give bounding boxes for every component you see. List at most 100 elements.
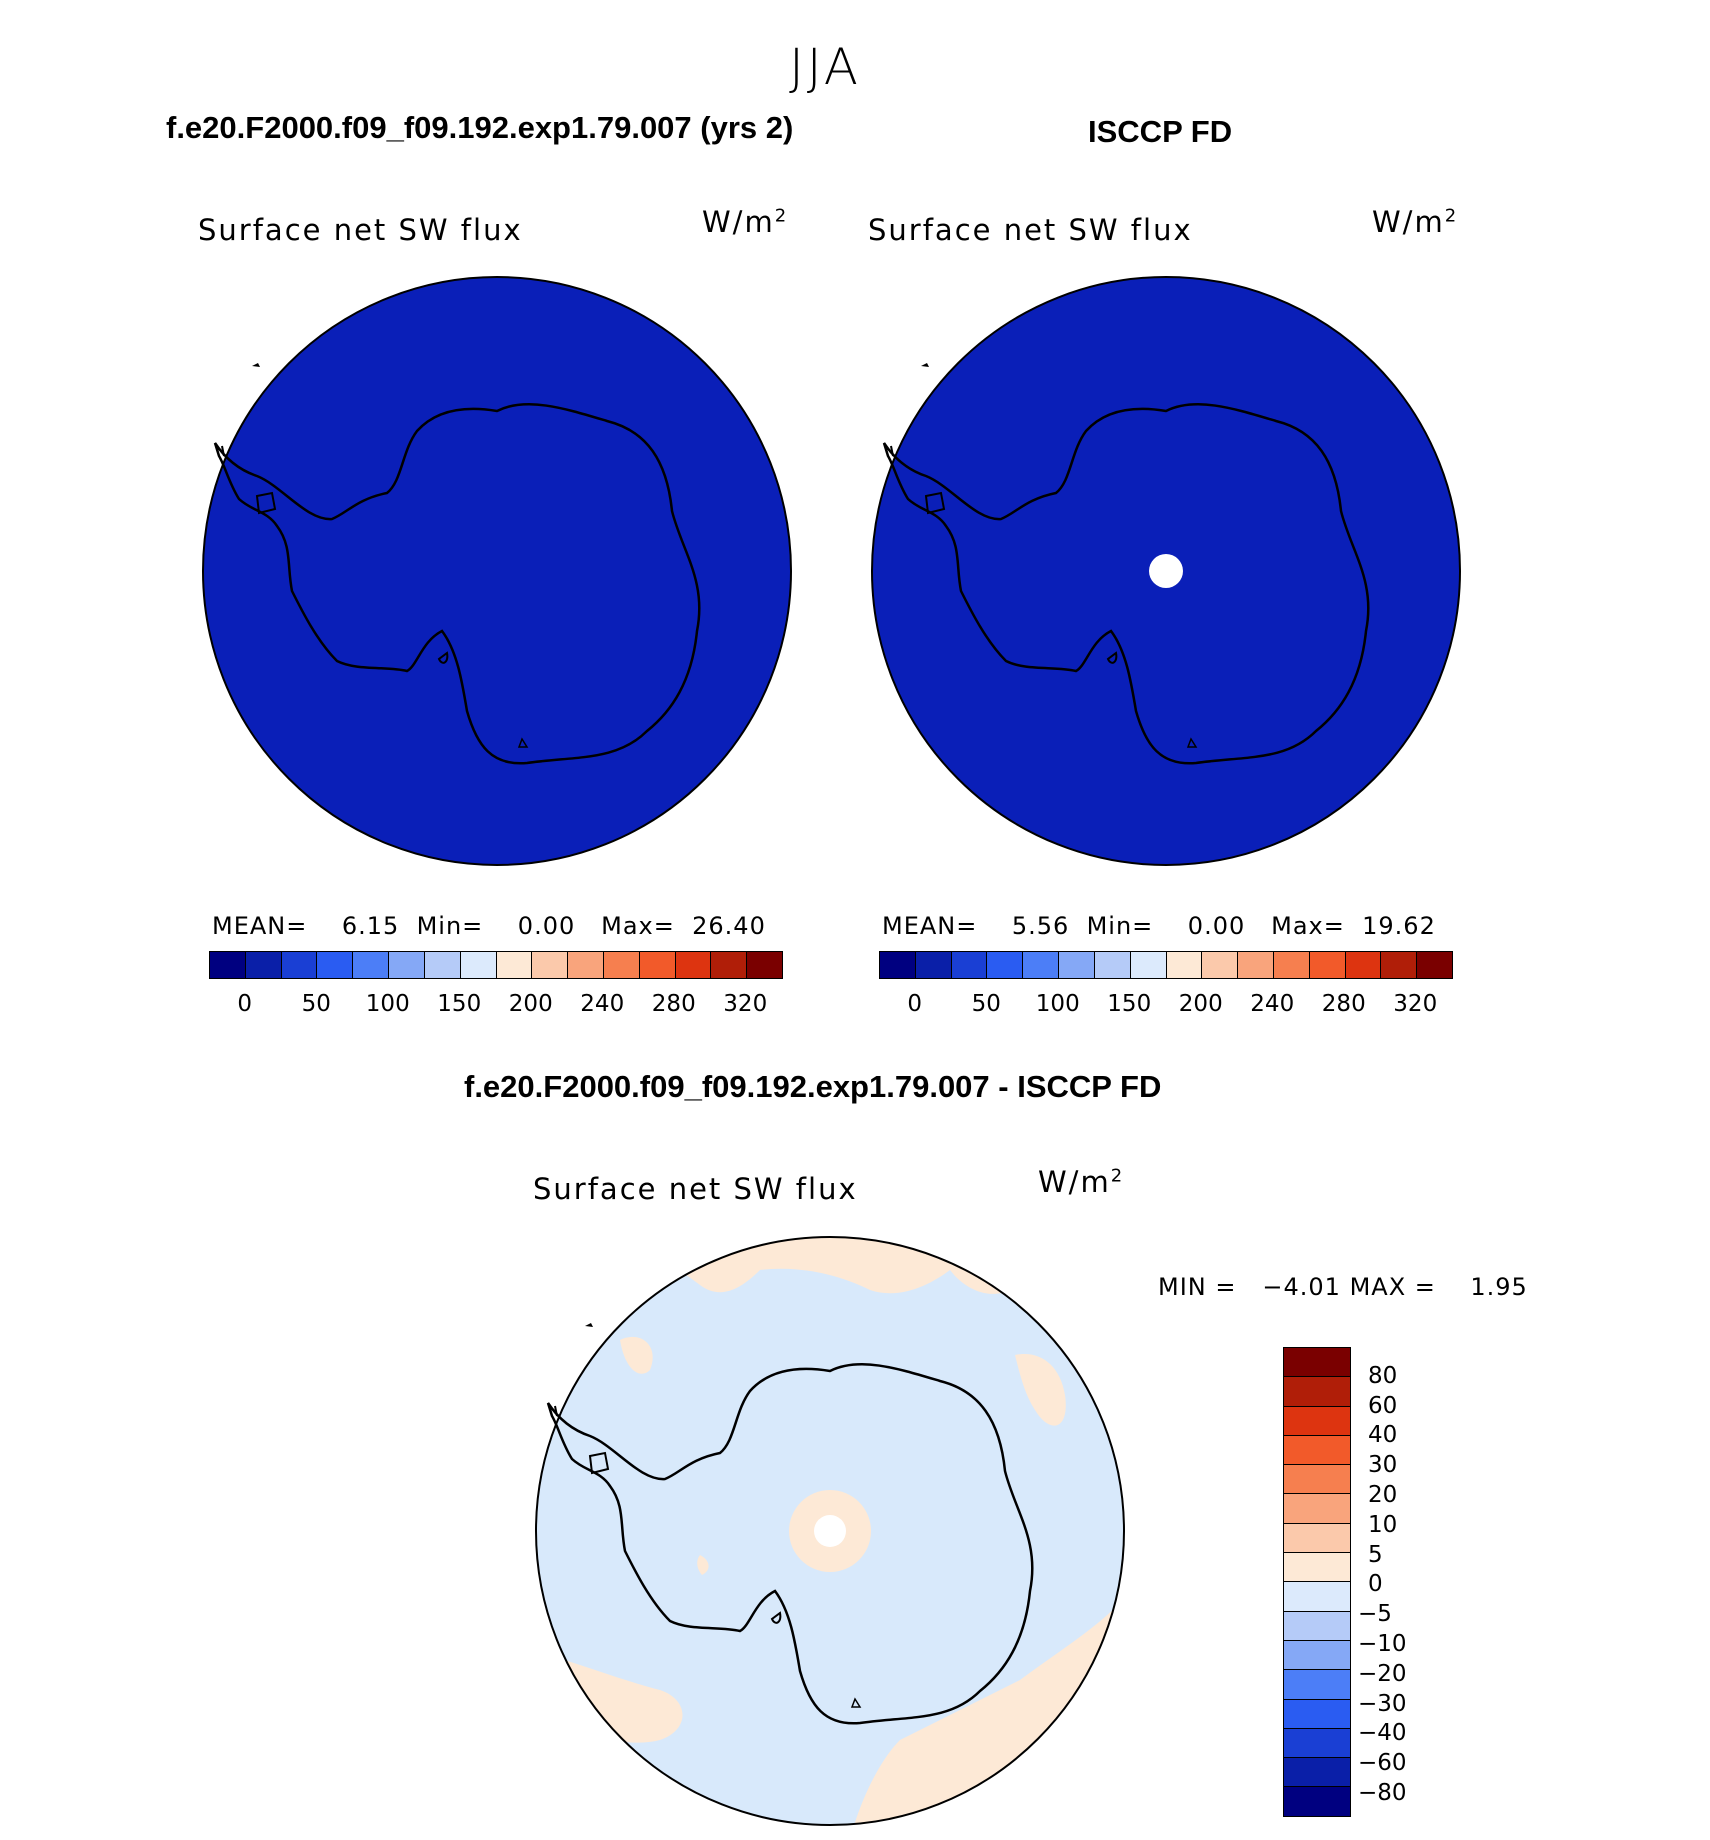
colorbar-segment [1417, 952, 1452, 978]
map-diff [535, 1236, 1125, 1826]
colorbar-segment [1284, 1582, 1350, 1612]
colorbar-segment [1059, 952, 1095, 978]
colorbar-segment [1273, 952, 1310, 978]
colorbar-segment [987, 952, 1024, 978]
colorbar-tick-label: 100 [365, 991, 410, 1017]
map-obs [871, 276, 1461, 866]
colorbar-segment [460, 952, 497, 978]
colorbar-segment [1381, 952, 1418, 978]
colorbar-tick-label: 60 [1368, 1392, 1398, 1419]
map-model-disk [202, 276, 792, 866]
colorbar-segment [639, 952, 676, 978]
colorbar-diff [1283, 1347, 1351, 1817]
colorbar-segment [747, 952, 782, 978]
colorbar-segment [353, 952, 390, 978]
colorbar-tick-label: 0 [237, 991, 253, 1017]
colorbar-tick-label: 5 [1368, 1541, 1383, 1568]
colorbar-segment [1284, 1523, 1350, 1554]
colorbar-tick-label: 100 [1035, 991, 1080, 1017]
panel-diff-unit: W/m2 [1038, 1165, 1125, 1199]
colorbar-segment [1284, 1377, 1350, 1407]
figure-title: JJA [789, 38, 861, 96]
colorbar-tick-label: 150 [1107, 991, 1152, 1017]
colorbar-segment [281, 952, 318, 978]
panel-diff-variable: Surface net SW flux [533, 1172, 858, 1206]
colorbar-tick-label: 40 [1368, 1422, 1398, 1449]
colorbar-tick-label: 200 [508, 991, 553, 1017]
colorbar-tick-label: 50 [301, 991, 331, 1017]
colorbar-segment [603, 952, 640, 978]
colorbar-segment [389, 952, 425, 978]
panel-obs-title: ISCCP FD [1088, 114, 1233, 149]
colorbar-segment [1284, 1611, 1350, 1641]
colorbar-segment [424, 952, 461, 978]
map-obs-missing-pole [1149, 554, 1183, 588]
colorbar-segment [1202, 952, 1239, 978]
panel-model-unit: W/m2 [702, 205, 789, 239]
colorbar-segment [1238, 952, 1274, 978]
panel-obs-stats: MEAN= 5.56 Min= 0.00 Max= 19.62 [882, 912, 1436, 940]
colorbar-segment [1284, 1699, 1350, 1729]
colorbar-segment [496, 952, 533, 978]
colorbar-segment [880, 952, 916, 978]
colorbar-segment [1284, 1728, 1350, 1759]
colorbar-tick-label: 320 [1393, 991, 1438, 1017]
panel-model-variable: Surface net SW flux [198, 213, 523, 247]
colorbar-model [209, 951, 783, 979]
colorbar-tick-label: 280 [651, 991, 696, 1017]
colorbar-segment [317, 952, 354, 978]
colorbar-tick-label: 240 [580, 991, 625, 1017]
colorbar-tick-label: 280 [1321, 991, 1366, 1017]
colorbar-segment [1345, 952, 1382, 978]
colorbar-tick-label: −30 [1358, 1690, 1407, 1717]
colorbar-segment [1284, 1406, 1350, 1436]
colorbar-segment [245, 952, 282, 978]
colorbar-tick-label: 0 [907, 991, 923, 1017]
colorbar-segment [1284, 1348, 1350, 1378]
colorbar-tick-label: −20 [1358, 1660, 1407, 1687]
map-model [202, 276, 792, 866]
colorbar-segment [915, 952, 952, 978]
colorbar-tick-label: 0 [1368, 1571, 1383, 1598]
panel-obs-unit: W/m2 [1372, 205, 1459, 239]
colorbar-tick-label: −40 [1358, 1720, 1407, 1747]
colorbar-segment [1284, 1494, 1350, 1524]
colorbar-tick-label: 80 [1368, 1362, 1398, 1389]
colorbar-segment [1094, 952, 1131, 978]
colorbar-segment [1309, 952, 1346, 978]
colorbar-tick-label: 200 [1178, 991, 1223, 1017]
colorbar-segment [1023, 952, 1060, 978]
colorbar-tick-label: −80 [1358, 1780, 1407, 1806]
colorbar-segment [675, 952, 712, 978]
colorbar-segment [1284, 1670, 1350, 1700]
colorbar-tick-label: 20 [1368, 1482, 1398, 1508]
colorbar-tick-label: −60 [1358, 1750, 1407, 1777]
colorbar-segment [711, 952, 748, 978]
colorbar-segment [1166, 952, 1203, 978]
colorbar-tick-label: 240 [1250, 991, 1295, 1017]
colorbar-tick-label: 150 [437, 991, 482, 1017]
colorbar-tick-label: 320 [723, 991, 768, 1017]
colorbar-segment [1284, 1787, 1350, 1816]
panel-diff-title: f.e20.F2000.f09_f09.192.exp1.79.007 - IS… [464, 1069, 1162, 1104]
colorbar-segment [1284, 1640, 1350, 1671]
colorbar-tick-label: 50 [971, 991, 1001, 1017]
colorbar-segment [1284, 1435, 1350, 1466]
colorbar-segment [532, 952, 569, 978]
colorbar-segment [568, 952, 604, 978]
colorbar-segment [1130, 952, 1167, 978]
colorbar-segment [1284, 1465, 1350, 1495]
colorbar-segment [1284, 1758, 1350, 1788]
colorbar-tick-label: −10 [1358, 1631, 1407, 1657]
panel-obs-variable: Surface net SW flux [868, 213, 1193, 247]
map-diff-missing-pole [814, 1515, 846, 1547]
colorbar-tick-label: −5 [1358, 1601, 1392, 1628]
colorbar-segment [951, 952, 988, 978]
colorbar-tick-label: 30 [1368, 1452, 1398, 1479]
colorbar-obs [879, 951, 1453, 979]
colorbar-segment [210, 952, 246, 978]
panel-model-stats: MEAN= 6.15 Min= 0.00 Max= 26.40 [212, 912, 766, 940]
panel-diff-stats: MIN = −4.01 MAX = 1.95 [1158, 1273, 1528, 1301]
colorbar-tick-label: 10 [1368, 1511, 1398, 1538]
